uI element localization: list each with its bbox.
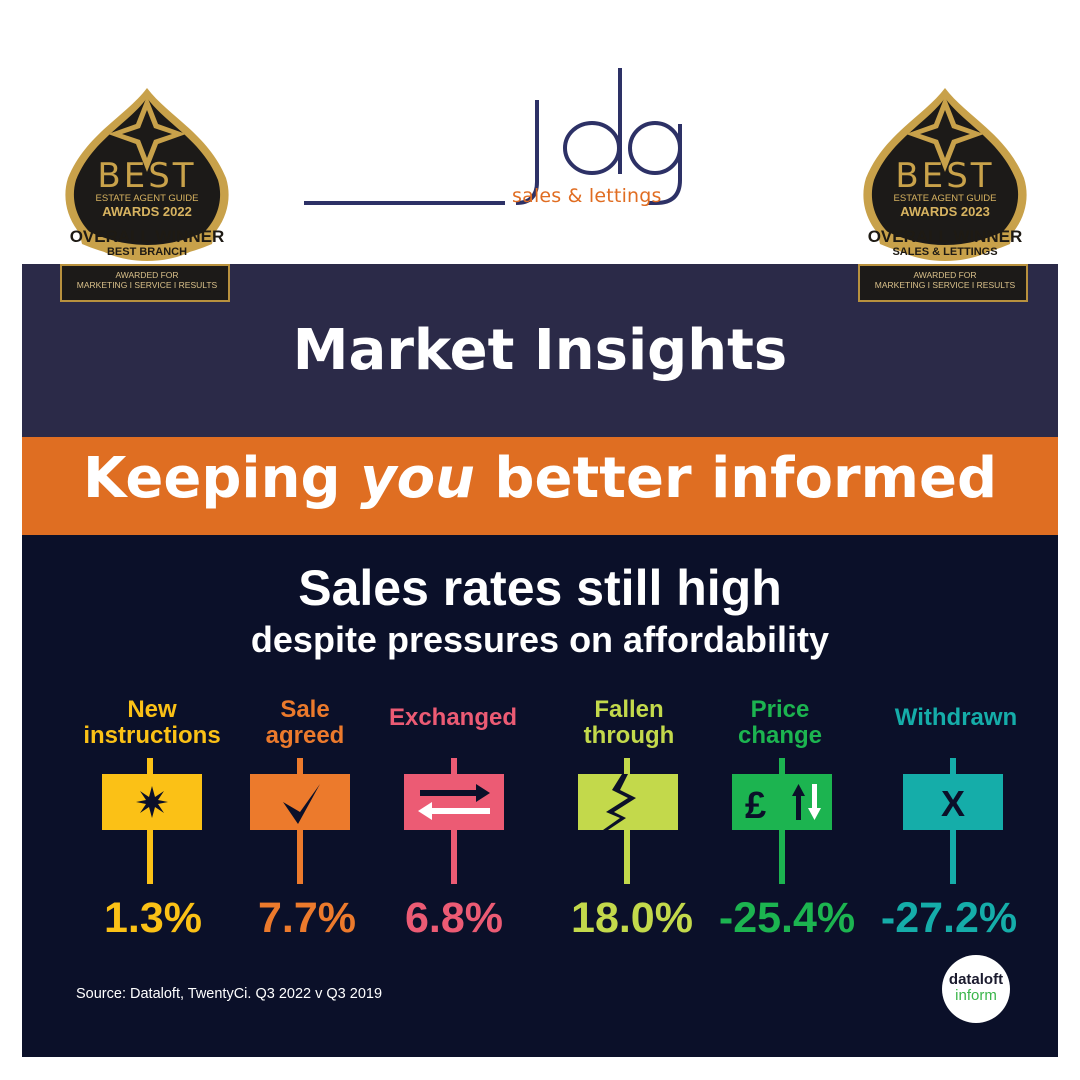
stat-value-new-instructions: 1.3%	[103, 894, 202, 942]
tagline: Keeping you better informed	[22, 442, 1058, 516]
award-badge-2023: BEST ESTATE AGENT GUIDE AWARDS 2023 OVER…	[856, 86, 1034, 306]
tagline-band	[22, 437, 1058, 535]
exchange-arrows-icon	[418, 784, 490, 820]
jdg-logo-mark	[304, 68, 682, 205]
stat-label-line2: change	[737, 722, 823, 749]
sign-exchanged	[404, 758, 504, 884]
badge-winner: OVERALL WINNER	[867, 227, 1023, 246]
stat-label-exchanged: Exchanged	[363, 705, 543, 731]
sign-sale-agreed	[250, 758, 350, 884]
stat-label-sale-agreed: Sale agreed	[215, 697, 395, 749]
stat-label-line1: Price	[750, 696, 810, 723]
signs-row: £ X	[102, 758, 1003, 884]
stat-label-withdrawn: Withdrawn	[866, 705, 1046, 731]
badge-plaque	[858, 264, 1028, 302]
badge-awards: AWARDS 2023	[900, 204, 990, 219]
jdg-logo: sales & lettings	[300, 62, 720, 212]
sign-price-change: £	[732, 758, 832, 884]
badge-guide: ESTATE AGENT GUIDE	[95, 193, 199, 204]
stat-label-new-instructions: New instructions	[62, 697, 242, 749]
stat-label-line2: instructions	[83, 722, 221, 749]
badge-awards: AWARDS 2022	[102, 204, 192, 219]
badge-best: BEST	[97, 156, 197, 196]
badge-best: BEST	[895, 156, 995, 196]
stat-label-fallen-through: Fallen through	[539, 697, 719, 749]
pound-up-down-icon: £	[745, 785, 766, 827]
award-medal-icon	[65, 88, 229, 261]
badge-plaque-line1: AWARDED FOR	[115, 270, 179, 280]
award-medal-icon	[863, 88, 1027, 261]
source-note: Source: Dataloft, TwentyCi. Q3 2022 v Q3…	[76, 986, 383, 1002]
checkmark-icon	[283, 784, 320, 824]
subheadline: despite pressures on affordability	[250, 619, 830, 660]
stat-label-line2: agreed	[265, 722, 345, 749]
badge-category: SALES & LETTINGS	[892, 246, 998, 258]
brand-tagline: sales & lettings	[512, 185, 662, 207]
stat-value-fallen-through: 18.0%	[571, 894, 693, 942]
stat-value-sale-agreed: 7.7%	[257, 894, 356, 942]
tagline-emphasis: you	[360, 446, 475, 511]
up-down-arrows-icon	[792, 784, 821, 820]
stat-label-line1: Withdrawn	[894, 704, 1018, 731]
award-badge-2022: BEST ESTATE AGENT GUIDE AWARDS 2022 OVER…	[58, 86, 236, 306]
dataloft-logo: dataloft inform	[942, 955, 1010, 1023]
stat-label-line2: through	[583, 722, 675, 749]
sign-fallen-through	[578, 758, 678, 884]
tagline-end: better informed	[474, 446, 998, 511]
badge-plaque-line2: MARKETING I SERVICE I RESULTS	[874, 280, 1016, 290]
badge-plaque-line2: MARKETING I SERVICE I RESULTS	[76, 280, 218, 290]
badge-plaque	[60, 264, 230, 302]
stat-label-line1: Fallen	[594, 696, 664, 723]
dataloft-inform: inform	[955, 987, 997, 1004]
badge-winner: OVERALL WINNER	[69, 227, 225, 246]
stat-value-price-change: -25.4%	[718, 894, 856, 942]
badge-plaque-line1: AWARDED FOR	[913, 270, 977, 280]
stat-value-exchanged: 6.8%	[404, 894, 503, 942]
stat-label-line1: Exchanged	[388, 704, 518, 731]
page-title: Market Insights	[292, 318, 788, 383]
crack-icon	[603, 774, 636, 830]
headline: Sales rates still high	[298, 560, 782, 616]
stat-label-price-change: Price change	[690, 697, 870, 749]
stat-value-withdrawn: -27.2%	[880, 894, 1018, 942]
dataloft-name: dataloft	[948, 971, 1004, 988]
badge-guide: ESTATE AGENT GUIDE	[893, 193, 997, 204]
stat-label-line1: New	[127, 696, 177, 723]
x-icon: X	[941, 783, 965, 824]
sign-withdrawn: X	[903, 758, 1003, 884]
stat-label-line1: Sale	[280, 696, 330, 723]
star-burst-icon	[136, 786, 168, 818]
sign-new-instructions	[102, 758, 202, 884]
badge-category: BEST BRANCH	[106, 246, 188, 258]
tagline-start: Keeping	[82, 446, 361, 511]
